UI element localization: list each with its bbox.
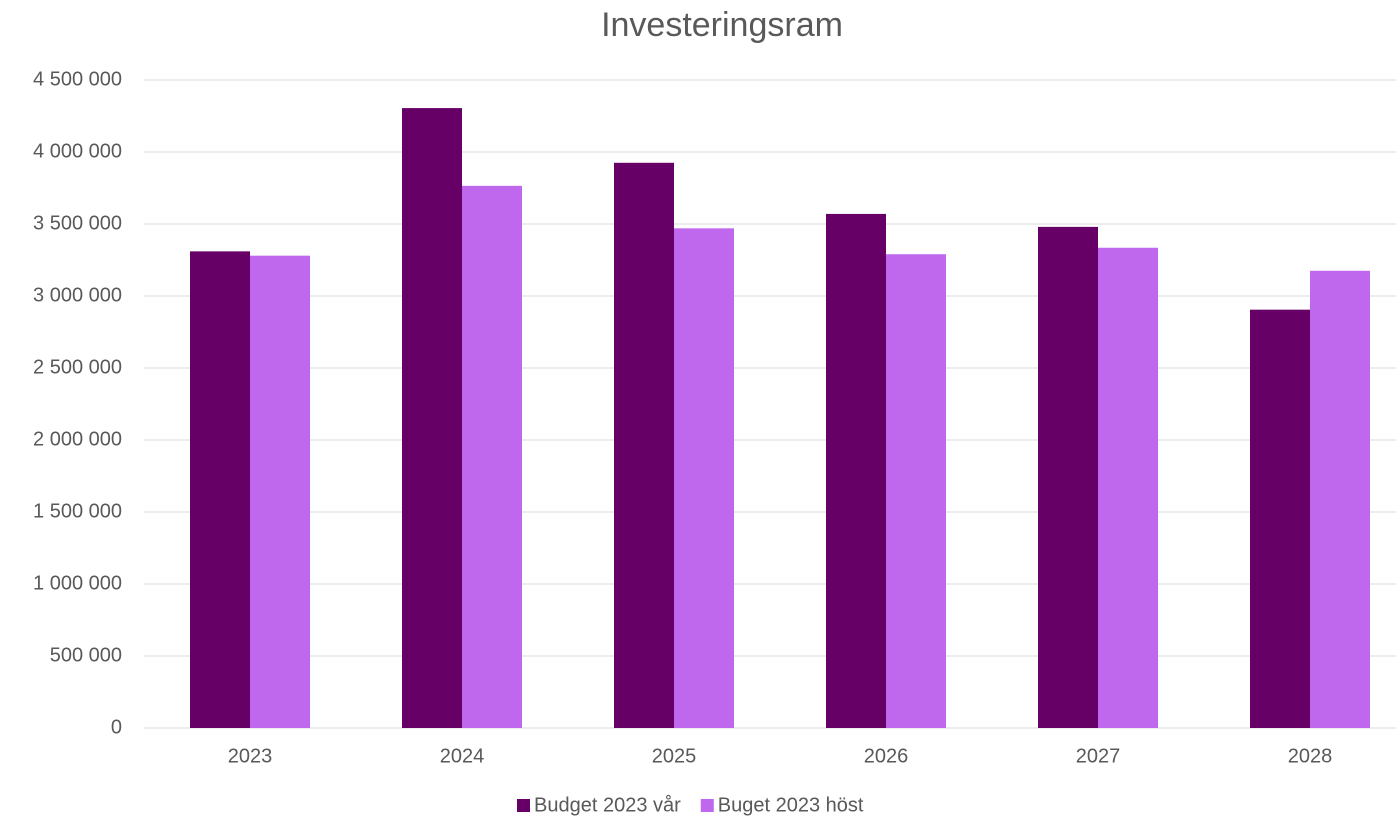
- bar: [614, 162, 674, 729]
- y-tick-label: 1 500 000: [33, 500, 122, 522]
- bar: [826, 213, 886, 729]
- bar: [1310, 270, 1370, 728]
- y-tick-label: 2 500 000: [33, 356, 122, 378]
- x-tick-label: 2024: [440, 745, 485, 767]
- legend-swatch: [517, 799, 530, 812]
- legend-label: Budget 2023 vår: [534, 794, 681, 816]
- bar: [674, 228, 734, 728]
- legend-swatch: [700, 799, 714, 812]
- x-tick-label: 2027: [1076, 745, 1121, 767]
- x-tick-label: 2028: [1288, 745, 1333, 767]
- x-tick-label: 2023: [228, 745, 273, 767]
- x-tick-label: 2026: [864, 745, 909, 767]
- y-tick-label: 0: [111, 716, 122, 738]
- bar: [886, 254, 946, 729]
- bar: [1250, 309, 1310, 728]
- y-tick-label: 500 000: [50, 644, 122, 666]
- bar: [462, 185, 522, 729]
- y-tick-label: 1 000 000: [33, 572, 122, 594]
- bar: [1098, 247, 1158, 728]
- bar: [250, 255, 310, 728]
- bar: [402, 108, 462, 728]
- bar: [190, 251, 250, 729]
- chart-title: Investeringsram: [601, 6, 843, 44]
- y-tick-label: 4 500 000: [33, 68, 122, 90]
- y-tick-label: 3 500 000: [33, 212, 122, 234]
- y-tick-label: 4 000 000: [33, 140, 122, 162]
- x-tick-label: 2025: [652, 745, 697, 767]
- bar: [1038, 226, 1098, 728]
- y-tick-label: 2 000 000: [33, 428, 122, 450]
- legend-label: Buget 2023 höst: [718, 794, 864, 816]
- y-tick-label: 3 000 000: [33, 284, 122, 306]
